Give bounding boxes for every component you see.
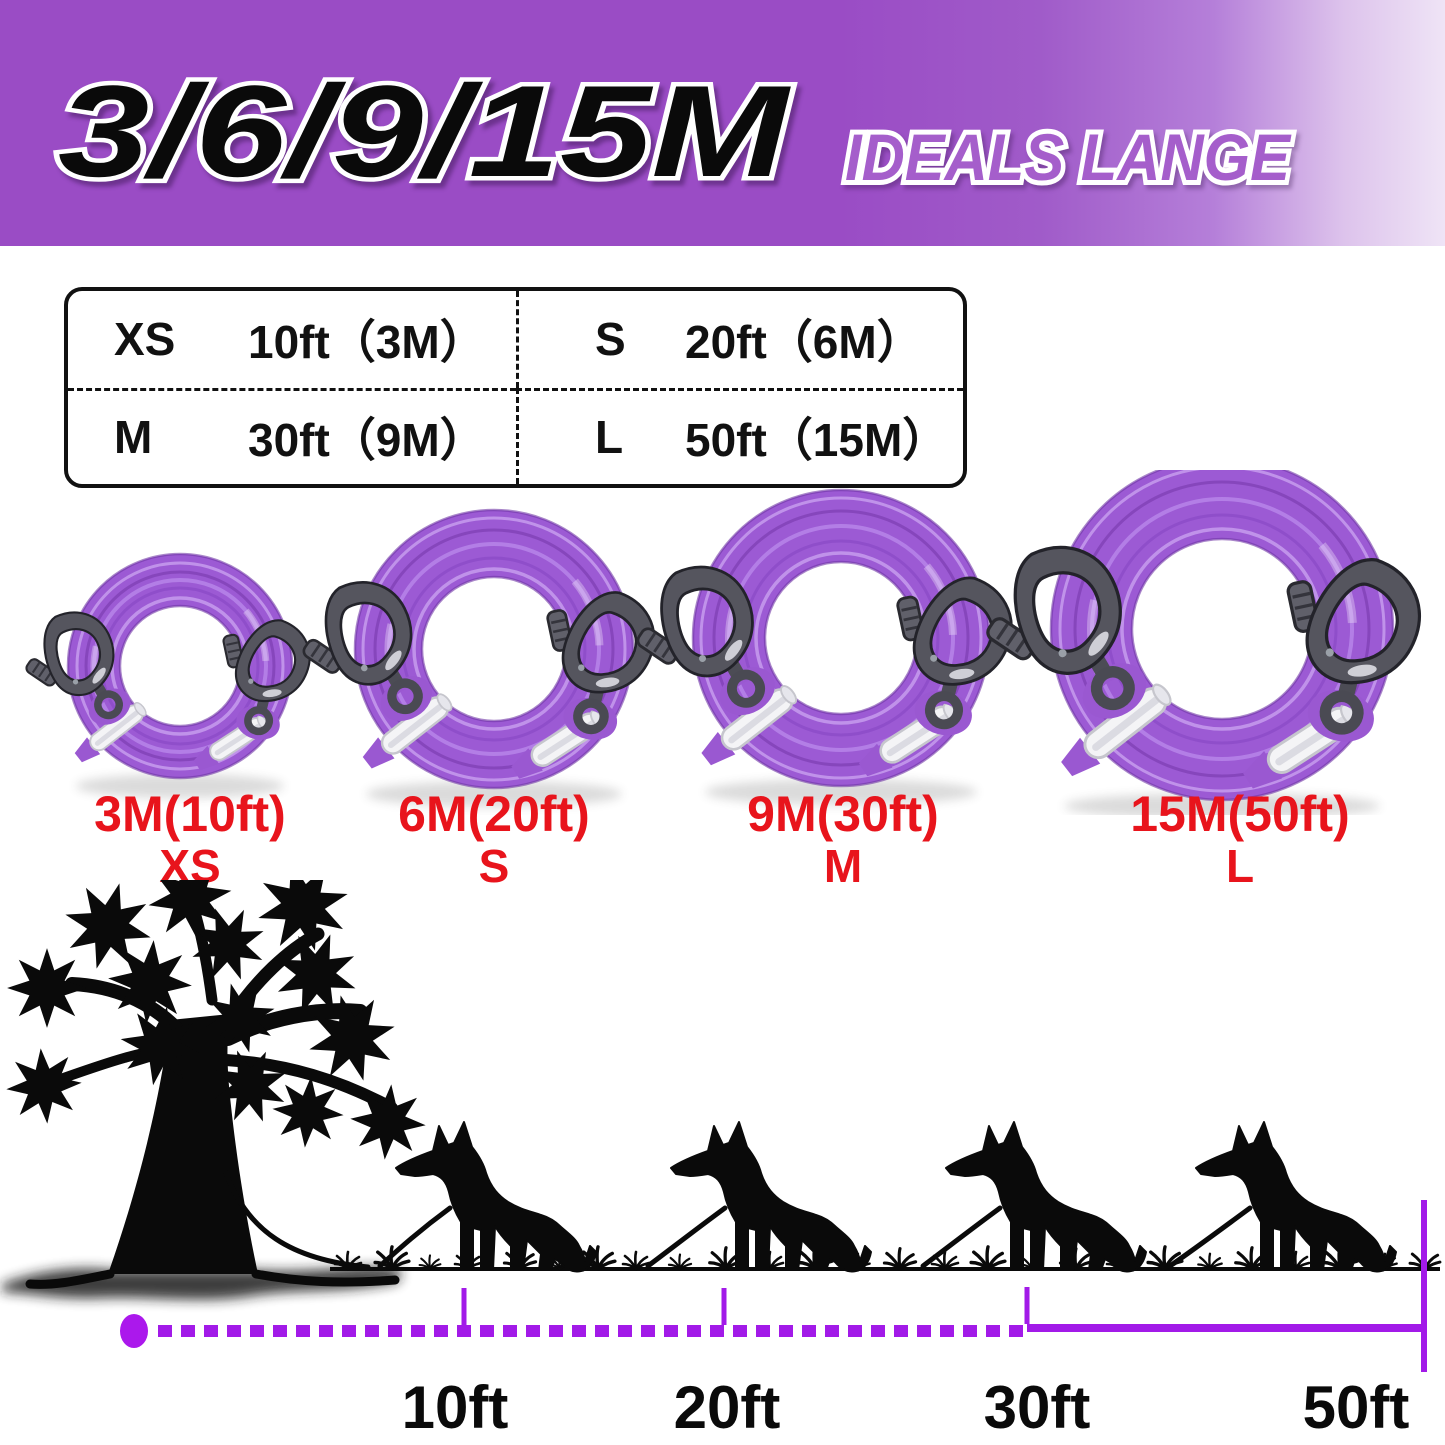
coil-label-m: 9M(30ft) M: [673, 788, 1013, 890]
size-value: 50ft（15M）: [685, 414, 949, 467]
ruler-mark-label: 30ft: [984, 1374, 1091, 1441]
coil-length-label: 3M(10ft): [94, 786, 286, 842]
grass: [333, 1245, 1442, 1271]
coil-length-label: 6M(20ft): [398, 786, 590, 842]
coil-shadow: [1064, 793, 1380, 815]
page-title: 3/6/9/15M: [58, 58, 791, 204]
coil-label-s: 6M(20ft) S: [324, 788, 664, 890]
ruler-mark-label: 10ft: [402, 1374, 509, 1441]
size-table: XS 10ft（3M） S 20ft（6M） M 30ft（9M） L 50ft…: [64, 287, 967, 488]
cable-coils-graphic: [0, 470, 1445, 815]
tree-root: [251, 1269, 400, 1287]
tether-cable-curves: [221, 1165, 1253, 1270]
distance-ruler: 10ft 20ft 30ft 50ft: [120, 1200, 1427, 1441]
cable-coil-s: [283, 508, 664, 807]
size-table-cell-xs: XS 10ft（3M）: [68, 291, 516, 388]
page-subtitle: IDEALS LANGE: [845, 120, 1292, 194]
size-table-cell-m: M 30ft（9M）: [68, 387, 516, 485]
coil-size-label: M: [823, 840, 863, 892]
tree-root: [25, 1269, 115, 1289]
dog-silhouette: [945, 1121, 1147, 1273]
size-label: M: [114, 411, 153, 464]
size-label: L: [595, 411, 624, 464]
dog-silhouette: [670, 1121, 872, 1273]
coil-length-label: 9M(30ft): [747, 786, 939, 842]
ruler-mark-label: 20ft: [674, 1374, 781, 1441]
coil-size-label: L: [1225, 840, 1255, 892]
size-table-cell-l: L 50ft（15M）: [516, 387, 963, 484]
coil-shadow: [366, 781, 622, 807]
header-banner-graphic: 3/6/9/15M IDEALS LANGE: [54, 54, 1297, 209]
coil-label-l: 15M(50ft) L: [1070, 788, 1410, 890]
dog-silhouette: [1195, 1121, 1397, 1273]
ruler-mark-label: 50ft: [1303, 1374, 1410, 1441]
size-value: 10ft（3M）: [248, 316, 486, 369]
cable-coil-m: [615, 488, 1022, 805]
ruler-origin-dot: [120, 1314, 148, 1348]
cable-coil-l: [962, 470, 1432, 815]
size-label: S: [595, 313, 626, 366]
tether-scene-graphic: 10ft 20ft 30ft 50ft: [0, 880, 1442, 1441]
size-label: XS: [114, 313, 176, 366]
size-value: 20ft（6M）: [685, 316, 923, 369]
size-value: 30ft（9M）: [248, 414, 486, 467]
cable-coil-xs: [9, 552, 317, 798]
header-banner: 3/6/9/15M IDEALS LANGE: [0, 0, 1445, 246]
dog-silhouette: [395, 1121, 597, 1273]
coil-label-xs: 3M(10ft) XS: [20, 788, 360, 890]
tree-silhouette: [0, 880, 429, 1274]
coil-length-label: 15M(50ft): [1130, 786, 1350, 842]
coil-size-label: S: [478, 840, 510, 892]
coil-shadow: [705, 779, 977, 805]
size-table-cell-s: S 20ft（6M）: [516, 291, 963, 388]
coil-shadow: [76, 774, 284, 798]
